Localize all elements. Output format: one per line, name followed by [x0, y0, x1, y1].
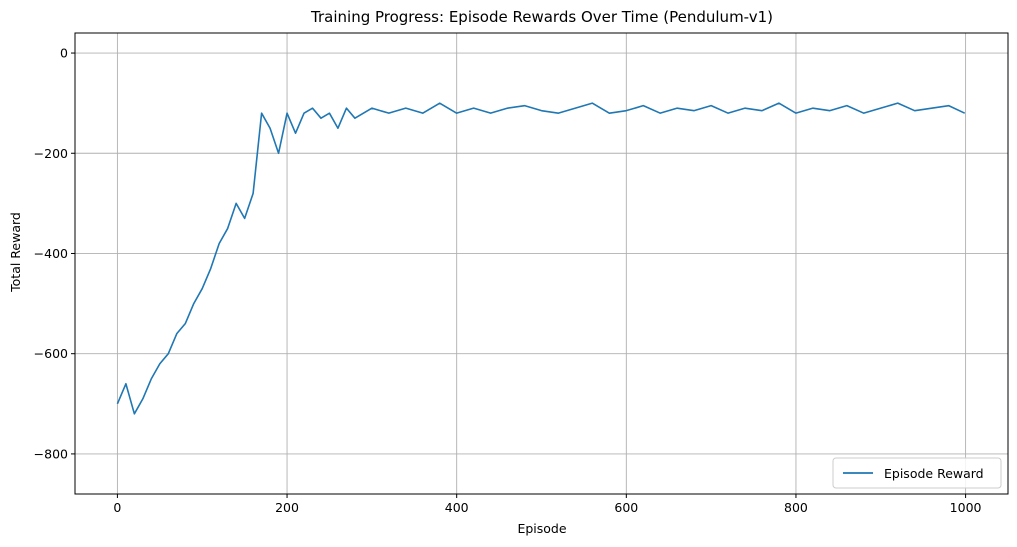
x-tick-label: 1000 — [950, 500, 982, 515]
y-tick-label: −800 — [34, 446, 68, 461]
legend-label: Episode Reward — [884, 466, 984, 481]
x-axis-label: Episode — [517, 521, 566, 536]
x-tick-label: 400 — [445, 500, 469, 515]
legend: Episode Reward — [832, 457, 1002, 489]
x-tick-label: 200 — [275, 500, 299, 515]
series-line-episode-reward — [116, 102, 966, 415]
x-axis: 0 200 400 600 800 1000 — [113, 494, 982, 515]
y-tick-label: −400 — [34, 246, 68, 261]
plot-frame — [74, 32, 1009, 495]
x-tick-label: 800 — [784, 500, 808, 515]
y-tick-label: 0 — [60, 46, 68, 61]
chart-title: Training Progress: Episode Rewards Over … — [310, 8, 773, 26]
y-axis: 0 −200 −400 −600 −800 — [34, 46, 75, 461]
legend-box — [832, 457, 1002, 489]
x-tick-label: 0 — [113, 500, 121, 515]
grid-lines — [75, 33, 1008, 494]
series-layer — [116, 102, 966, 415]
y-tick-label: −600 — [34, 346, 68, 361]
y-tick-label: −200 — [34, 146, 68, 161]
y-axis-label: Total Reward — [8, 212, 23, 293]
x-tick-label: 600 — [614, 500, 638, 515]
